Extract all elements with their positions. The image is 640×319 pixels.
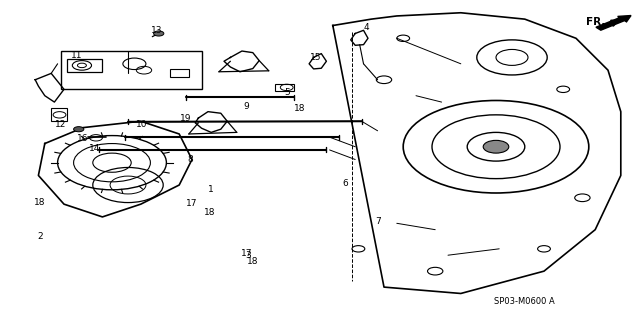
- Text: 9: 9: [244, 102, 249, 111]
- Text: 7: 7: [375, 217, 380, 226]
- Text: 15: 15: [310, 53, 321, 62]
- Text: 10: 10: [136, 120, 148, 129]
- Text: 18: 18: [204, 208, 216, 217]
- Text: 16: 16: [77, 134, 89, 143]
- Text: 3: 3: [246, 251, 251, 260]
- Text: FR.: FR.: [586, 17, 605, 27]
- Text: 18: 18: [294, 104, 305, 113]
- Text: 1: 1: [209, 185, 214, 194]
- Text: 19: 19: [180, 114, 191, 122]
- Text: 8: 8: [188, 155, 193, 164]
- Bar: [67, 59, 102, 72]
- Bar: [61, 51, 202, 89]
- Bar: [170, 69, 189, 77]
- Text: 4: 4: [364, 23, 369, 32]
- FancyArrow shape: [596, 16, 631, 30]
- Text: 12: 12: [55, 120, 67, 129]
- Text: 5: 5: [284, 88, 289, 97]
- Text: 14: 14: [89, 144, 100, 153]
- Text: 6: 6: [343, 179, 348, 188]
- Text: 11: 11: [71, 51, 83, 60]
- Circle shape: [483, 140, 509, 153]
- Circle shape: [74, 127, 84, 132]
- Text: 13: 13: [151, 26, 163, 35]
- Text: 2: 2: [38, 232, 43, 241]
- Circle shape: [154, 31, 164, 36]
- Text: SP03-M0600 A: SP03-M0600 A: [495, 297, 555, 306]
- Text: 17: 17: [186, 199, 198, 208]
- Bar: [51, 108, 67, 121]
- Bar: [275, 84, 294, 91]
- Text: 18: 18: [247, 257, 259, 266]
- Text: 17: 17: [241, 249, 252, 258]
- Text: 18: 18: [34, 198, 45, 207]
